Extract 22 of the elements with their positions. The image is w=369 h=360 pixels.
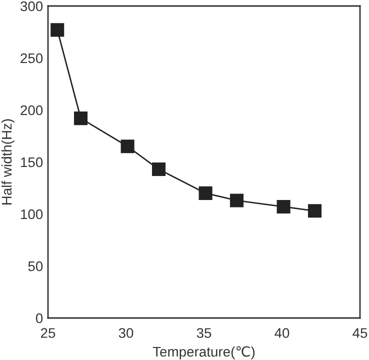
x-axis-title: Temperature(℃) xyxy=(152,346,255,360)
y-tick-label: 0 xyxy=(36,313,43,324)
point xyxy=(50,23,64,37)
y-tick-label: 100 xyxy=(21,209,43,220)
y-axis-title: Half width(Hz) xyxy=(1,119,14,204)
point xyxy=(120,140,134,154)
x-tick-label: 30 xyxy=(118,328,134,338)
y-tick-label: 250 xyxy=(20,53,43,64)
y-tick-label: 300 xyxy=(20,1,43,12)
point xyxy=(74,112,88,126)
point xyxy=(152,162,166,176)
x-tick-label: 45 xyxy=(352,328,368,338)
y-tick-label: 200 xyxy=(20,105,43,116)
y-tick-label: 50 xyxy=(28,261,43,272)
y-tick-label: 150 xyxy=(21,157,43,168)
x-tick-label: 40 xyxy=(274,328,290,338)
x-tick-label: 35 xyxy=(196,328,212,338)
point xyxy=(198,186,212,200)
point xyxy=(308,204,322,218)
x-tick-label: 25 xyxy=(40,328,56,338)
point xyxy=(230,194,244,208)
point xyxy=(276,200,290,214)
